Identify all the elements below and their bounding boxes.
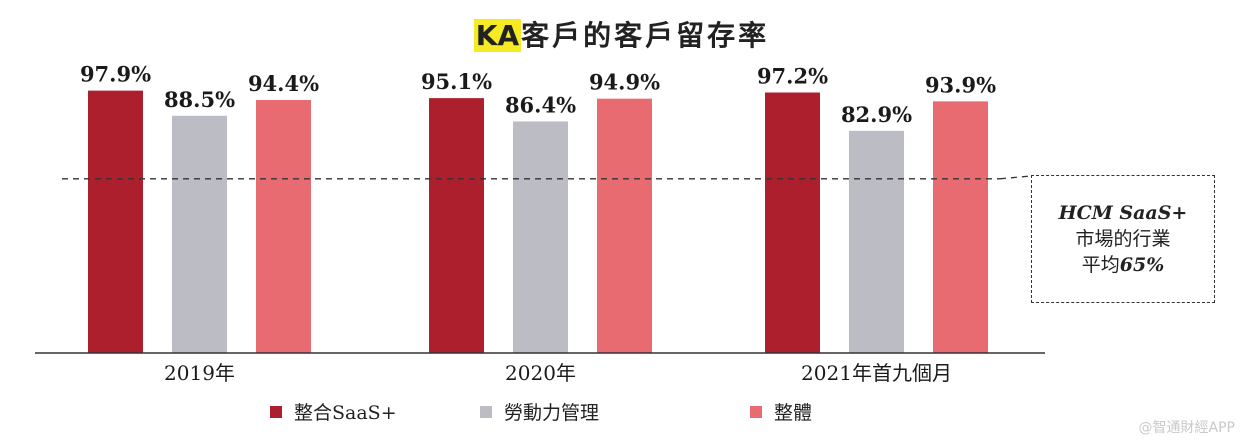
bar-label-integrated-0: 97.9% xyxy=(80,62,151,87)
bar-label-workforce-0: 88.5% xyxy=(164,87,235,112)
bar-label-overall-2: 93.9% xyxy=(925,72,996,97)
bar-label-overall-0: 94.4% xyxy=(248,71,319,96)
callout-value: 65% xyxy=(1119,254,1165,276)
bar-label-workforce-1: 86.4% xyxy=(505,92,576,117)
bar-label-workforce-2: 82.9% xyxy=(841,102,912,127)
legend-label-integrated: 整合SaaS+ xyxy=(294,402,397,424)
callout-line-2: 市場的行業 xyxy=(1075,228,1171,250)
legend-label-workforce: 勞動力管理 xyxy=(504,402,600,424)
callout-line-3: 平均65% xyxy=(1032,252,1214,278)
legend-item-integrated: 整合SaaS+ xyxy=(270,398,480,425)
category-label-2: 2021年首九個月 xyxy=(801,361,952,385)
bar-integrated-1 xyxy=(429,98,484,353)
bar-label-integrated-2: 97.2% xyxy=(757,64,828,89)
legend: 整合SaaS+ 勞動力管理 整體 xyxy=(270,398,812,425)
legend-swatch-integrated xyxy=(270,405,282,418)
callout-prefix: 平均 xyxy=(1081,254,1120,276)
legend-item-workforce: 勞動力管理 xyxy=(480,398,750,425)
industry-average-callout: HCM SaaS+ 市場的行業 平均65% xyxy=(1031,175,1215,303)
bar-overall-2 xyxy=(933,101,988,354)
bar-label-integrated-1: 95.1% xyxy=(421,69,492,94)
callout-connector xyxy=(999,175,1032,180)
title-text: 客戶的客戶留存率 xyxy=(521,19,770,52)
legend-swatch-workforce xyxy=(480,405,492,418)
category-label-1: 2020年 xyxy=(505,361,576,385)
category-label-0: 2019年 xyxy=(164,361,235,385)
watermark: @智通財經APP xyxy=(1138,420,1235,436)
chart-title: KA客戶的客戶留存率 xyxy=(0,14,1243,54)
legend-item-overall: 整體 xyxy=(750,398,812,425)
bar-overall-1 xyxy=(597,98,652,353)
callout-line-1: HCM SaaS+ xyxy=(1058,202,1188,224)
title-highlight: KA xyxy=(473,19,522,52)
bar-workforce-1 xyxy=(513,121,568,353)
legend-label-overall: 整體 xyxy=(774,402,813,424)
bar-workforce-0 xyxy=(172,115,227,353)
legend-swatch-overall xyxy=(750,405,762,418)
bar-overall-0 xyxy=(256,100,311,354)
bar-label-overall-1: 94.9% xyxy=(589,70,660,95)
bar-workforce-2 xyxy=(849,130,904,353)
bar-integrated-0 xyxy=(88,90,143,354)
bar-integrated-2 xyxy=(765,92,820,353)
